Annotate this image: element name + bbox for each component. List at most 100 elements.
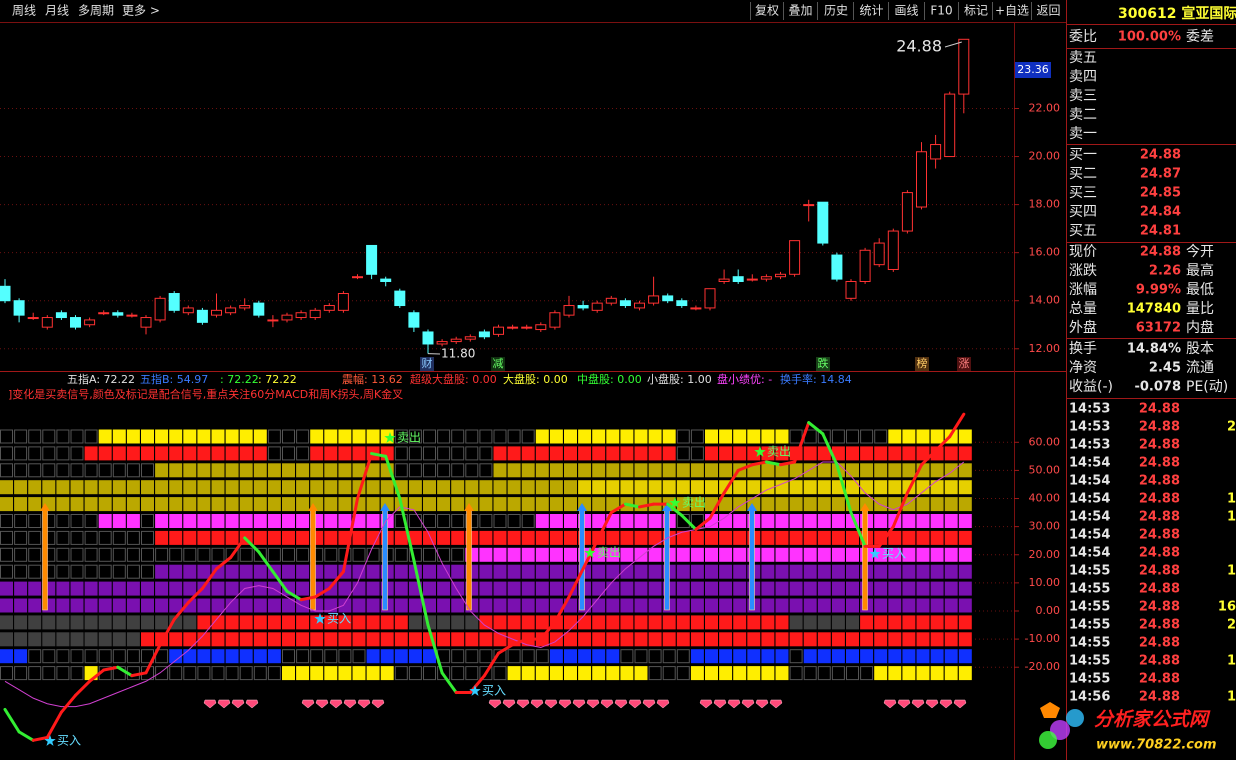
signal-cell: [253, 649, 267, 664]
candle-body: [196, 309, 208, 323]
signal-cell: [14, 480, 28, 495]
signal-cell: [408, 649, 422, 664]
signal-cell: [634, 480, 648, 495]
signal-cell: [705, 429, 718, 444]
main-line-segment: [666, 502, 684, 517]
signal-cell: [817, 514, 831, 528]
toolbar-tab[interactable]: 周线: [12, 4, 36, 18]
toolbar-button[interactable]: 统计: [859, 4, 883, 18]
signal-cell: [14, 598, 28, 613]
main-line-segment: [144, 643, 162, 675]
signal-cell: [690, 564, 704, 579]
signal-cell: [803, 649, 817, 664]
signal-cell: [606, 547, 620, 562]
signal-cell: [761, 666, 775, 681]
signal-cell: [183, 480, 197, 495]
signal-cell: [733, 564, 747, 579]
signal-cell: [846, 480, 859, 495]
signal-cell: [620, 615, 634, 630]
signal-cell: [634, 497, 648, 512]
signal-cell: [324, 615, 338, 630]
signal-cell: [564, 530, 577, 545]
signal-cell: [493, 632, 507, 647]
signal-cell: [549, 497, 563, 512]
toolbar-tab[interactable]: 月线: [45, 4, 69, 18]
main-line-segment: [694, 516, 712, 531]
signal-cell: [14, 429, 28, 444]
signal-cell: [521, 530, 535, 545]
signal-cell: [930, 547, 944, 562]
signal-cell: [169, 514, 183, 528]
signal-cell: [465, 480, 479, 495]
signal-cell: [888, 530, 902, 545]
signal-cell: [662, 615, 676, 630]
stat-value: 24.88: [1140, 245, 1181, 260]
signal-cell: [817, 480, 831, 495]
toolbar-tab[interactable]: 更多 >: [122, 4, 160, 18]
signal-cell: [324, 649, 338, 664]
logo-petal: [1039, 731, 1057, 749]
signal-cell: [648, 514, 662, 528]
signal-cell: [126, 649, 140, 664]
signal-cell: [98, 497, 112, 512]
signal-cell: [549, 446, 563, 461]
toolbar-button[interactable]: 画线: [894, 4, 918, 18]
signal-cell: [507, 666, 521, 681]
tick-volume: 1: [1227, 492, 1236, 507]
toolbar-button[interactable]: 叠加: [788, 4, 812, 18]
signal-cell: [352, 632, 366, 647]
signal-cell: [253, 446, 267, 461]
main-line-segment: [370, 452, 388, 458]
signal-cell: [352, 666, 366, 681]
signal-cell: [112, 615, 126, 630]
toolbar-button[interactable]: 返回: [1036, 4, 1060, 18]
signal-cell: [606, 615, 620, 630]
signal-cell: [352, 564, 366, 579]
toolbar-tab[interactable]: 多周期: [78, 4, 114, 18]
candle-body: [366, 244, 378, 275]
signal-cell: [958, 649, 972, 664]
signal-cell: [493, 666, 507, 681]
signal-cell: [0, 632, 13, 647]
signal-cell: [944, 480, 958, 495]
toolbar-button[interactable]: 复权: [755, 4, 779, 18]
toolbar-button[interactable]: 历史: [824, 4, 848, 18]
signal-cell: [155, 547, 169, 562]
signal-cell: [296, 649, 310, 664]
toolbar-button[interactable]: F10: [930, 4, 952, 18]
signal-cell: [282, 514, 295, 528]
signal-cell: [211, 598, 225, 613]
signal-cell: [507, 615, 521, 630]
main-line-segment: [327, 570, 345, 590]
signal-cell: [338, 581, 352, 596]
signal-arrow: [466, 509, 472, 611]
signal-cell: [14, 581, 28, 596]
signal-cell: [606, 463, 620, 478]
signal-cell: [676, 666, 690, 681]
candle-body: [337, 293, 349, 311]
signal-cell: [310, 429, 324, 444]
bid-label: 买五: [1069, 223, 1097, 239]
signal-cell: [888, 581, 902, 596]
signal-cell: [676, 429, 690, 444]
signal-cell: [564, 649, 577, 664]
tick-price: 24.88: [1139, 456, 1180, 471]
tick-price: 24.88: [1139, 492, 1180, 507]
y-tick-label: 60.00: [1029, 435, 1061, 448]
stat-label: PE(动): [1186, 379, 1228, 395]
signal-cell: [267, 463, 281, 478]
signal-cell: [465, 429, 479, 444]
stat-value: 2.26: [1149, 264, 1181, 279]
signal-cell: [902, 615, 916, 630]
bid-price: 24.85: [1140, 186, 1181, 201]
signal-cell: [183, 463, 197, 478]
toolbar-button[interactable]: 标记: [964, 4, 988, 18]
signal-cell: [493, 446, 507, 461]
toolbar-button[interactable]: +自选: [995, 4, 1029, 18]
signal-cell: [831, 429, 845, 444]
stat-label: 最高: [1186, 262, 1214, 279]
candle-body: [478, 331, 490, 338]
signal-cell: [944, 581, 958, 596]
signal-cell: [98, 615, 112, 630]
diamond-icon: [544, 699, 558, 709]
